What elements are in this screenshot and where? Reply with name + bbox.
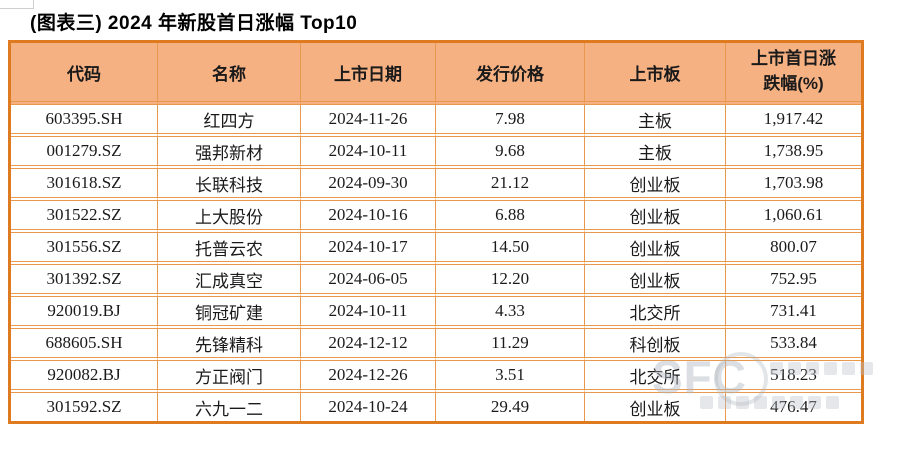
- cell-board: 科创板: [585, 329, 726, 361]
- cell-price: 29.49: [436, 393, 585, 421]
- header-row: 代码 名称 上市日期 发行价格 上市板 上市首日涨跌幅(%): [11, 43, 861, 105]
- cell-name: 汇成真空: [158, 265, 301, 297]
- header-date-label: 上市日期: [334, 64, 402, 84]
- cell-name: 六九一二: [158, 393, 301, 421]
- cell-price: 3.51: [436, 361, 585, 393]
- header-code-label: 代码: [67, 64, 101, 84]
- cell-board: 北交所: [585, 297, 726, 329]
- table-row: 301556.SZ 托普云农 2024-10-17 14.50 创业板 800.07: [11, 233, 861, 265]
- cell-name: 托普云农: [158, 233, 301, 265]
- cell-change: 476.47: [770, 397, 817, 416]
- cell-change: 752.95: [726, 265, 861, 297]
- header-name: 名称: [158, 43, 301, 105]
- cell-code: 301522.SZ: [11, 201, 158, 233]
- cell-name: 铜冠矿建: [158, 297, 301, 329]
- table-row: 920019.BJ 铜冠矿建 2024-10-11 4.33 北交所 731.41: [11, 297, 861, 329]
- header-price: 发行价格: [436, 43, 585, 105]
- cell-code: 603395.SH: [11, 105, 158, 137]
- cell-date: 2024-12-12: [301, 329, 436, 361]
- cell-board: 创业板: [585, 201, 726, 233]
- screen-corner-artifact: [0, 0, 34, 9]
- table-row: 001279.SZ 强邦新材 2024-10-11 9.68 主板 1,738.95: [11, 137, 861, 169]
- header-board: 上市板: [585, 43, 726, 105]
- header-price-label: 发行价格: [476, 64, 544, 84]
- cell-name: 强邦新材: [158, 137, 301, 169]
- table-row: 301618.SZ 长联科技 2024-09-30 21.12 创业板 1,703.98: [11, 169, 861, 201]
- table-row: 301392.SZ 汇成真空 2024-06-05 12.20 创业板 752.95: [11, 265, 861, 297]
- cell-date: 2024-10-17: [301, 233, 436, 265]
- cell-change: 800.07: [726, 233, 861, 265]
- cell-board: 主板: [585, 137, 726, 169]
- cell-code: 920082.BJ: [11, 361, 158, 393]
- table-row: 920082.BJ 方正阀门 2024-12-26 3.51 北交所 518.23: [11, 361, 861, 393]
- cell-change: 1,703.98: [726, 169, 861, 201]
- ipo-top10-table: 代码 名称 上市日期 发行价格 上市板 上市首日涨跌幅(%) 6033: [8, 40, 864, 424]
- header-code: 代码: [11, 43, 158, 105]
- cell-price: 7.98: [436, 105, 585, 137]
- table-body: 603395.SH 红四方 2024-11-26 7.98 主板 1,917.42 0012…: [11, 105, 861, 421]
- cell-date: 2024-09-30: [301, 169, 436, 201]
- cell-board: 北交所: [585, 361, 726, 393]
- header-date: 上市日期: [301, 43, 436, 105]
- cell-date: 2024-12-26: [301, 361, 436, 393]
- header-change-label: 上市首日涨跌幅(%): [751, 49, 836, 93]
- cell-change: 518.23: [726, 361, 861, 393]
- cell-change: 1,917.42: [726, 105, 861, 137]
- cell-change: 533.84: [726, 329, 861, 361]
- cell-code: 688605.SH: [11, 329, 158, 361]
- cell-code: 001279.SZ: [11, 137, 158, 169]
- cell-price: 6.88: [436, 201, 585, 233]
- table-row: 603395.SH 红四方 2024-11-26 7.98 主板 1,917.42: [11, 105, 861, 137]
- cell-price: 11.29: [436, 329, 585, 361]
- cell-board: 创业板: [585, 169, 726, 201]
- cell-board: 创业板: [585, 233, 726, 265]
- table-row: 301592.SZ 六九一二 2024-10-24 29.49 创业板 476.47: [11, 393, 861, 421]
- cell-date: 2024-10-11: [301, 297, 436, 329]
- cell-name: 红四方: [158, 105, 301, 137]
- header-board-label: 上市板: [629, 64, 681, 84]
- cell-date: 2024-10-24: [301, 393, 436, 421]
- table-header: 代码 名称 上市日期 发行价格 上市板 上市首日涨跌幅(%): [11, 43, 861, 105]
- page-title: (图表三) 2024 年新股首日涨幅 Top10: [30, 13, 358, 34]
- cell-code: 301618.SZ: [11, 169, 158, 201]
- header-name-label: 名称: [212, 64, 246, 84]
- cell-board: 主板: [585, 105, 726, 137]
- cell-date: 2024-10-16: [301, 201, 436, 233]
- cell-price: 9.68: [436, 137, 585, 169]
- table-row: 301522.SZ 上大股份 2024-10-16 6.88 创业板 1,060.61: [11, 201, 861, 233]
- cell-price: 14.50: [436, 233, 585, 265]
- cell-name: 先锋精科: [158, 329, 301, 361]
- cell-code: 301592.SZ: [11, 393, 158, 421]
- cell-change: 1,738.95: [726, 137, 861, 169]
- cell-date: 2024-06-05: [301, 265, 436, 297]
- cell-date: 2024-11-26: [301, 105, 436, 137]
- cell-date: 2024-10-11: [301, 137, 436, 169]
- cell-code: 920019.BJ: [11, 297, 158, 329]
- cell-price: 21.12: [436, 169, 585, 201]
- cell-price: 4.33: [436, 297, 585, 329]
- cell-code: 301556.SZ: [11, 233, 158, 265]
- cell-board: 创业板: [585, 393, 726, 421]
- cell-name: 上大股份: [158, 201, 301, 233]
- cell-name: 长联科技: [158, 169, 301, 201]
- cell-change: 1,060.61: [726, 201, 861, 233]
- header-change: 上市首日涨跌幅(%): [726, 43, 861, 105]
- table-row: 688605.SH 先锋精科 2024-12-12 11.29 科创板 533.84: [11, 329, 861, 361]
- cell-name: 方正阀门: [158, 361, 301, 393]
- cell-board: 创业板: [585, 265, 726, 297]
- cell-price: 12.20: [436, 265, 585, 297]
- cell-code: 301392.SZ: [11, 265, 158, 297]
- cell-change: 731.41: [726, 297, 861, 329]
